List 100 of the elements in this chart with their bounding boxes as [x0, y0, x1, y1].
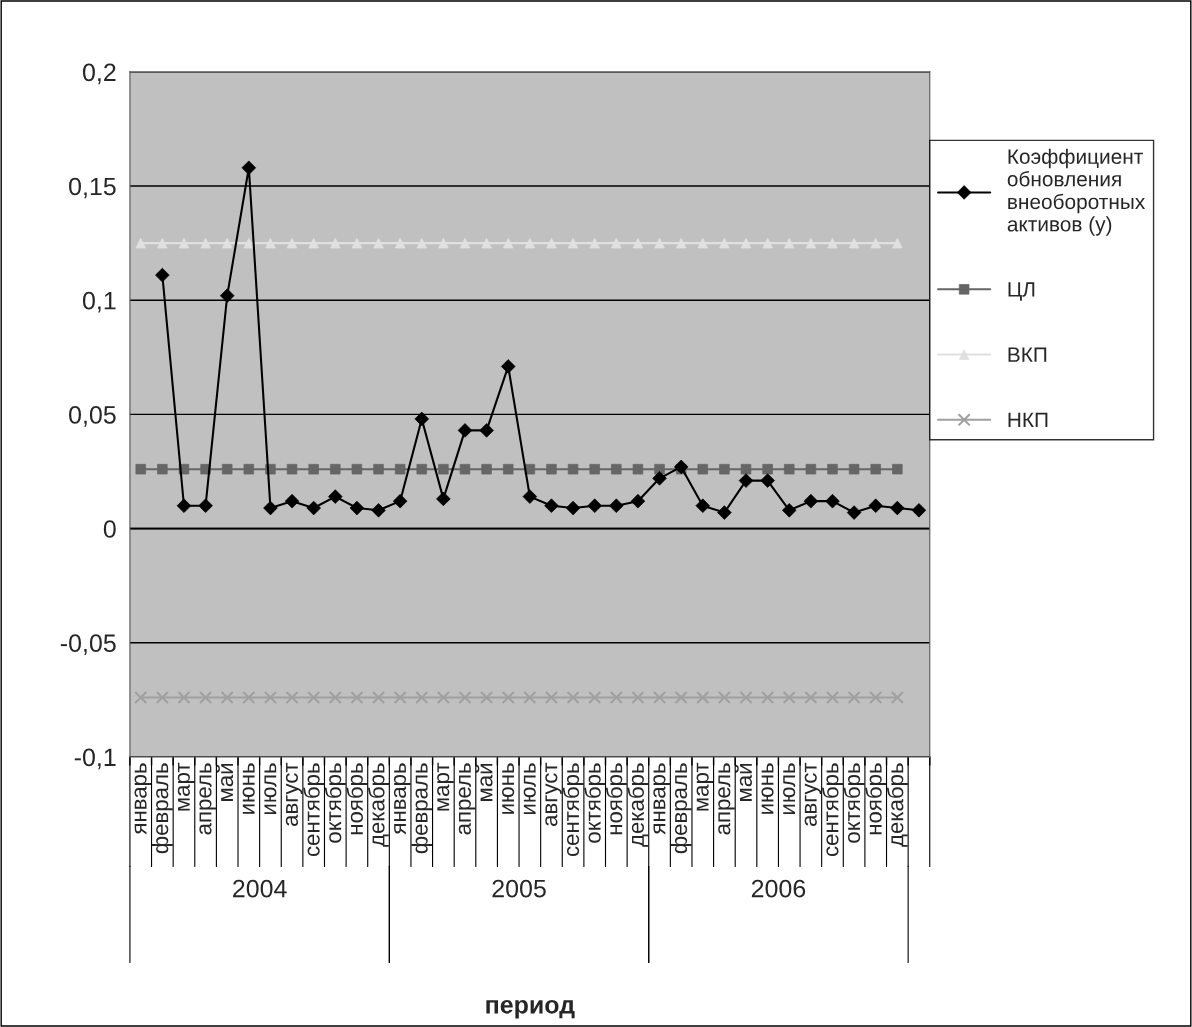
x-tick-label: июль	[523, 763, 536, 815]
legend-label: ВКП	[1008, 347, 1047, 362]
point	[480, 690, 494, 705]
x-tick-label: май	[735, 763, 752, 801]
point	[436, 491, 451, 507]
point	[674, 690, 688, 705]
y-tick-label: 0,1	[82, 291, 116, 313]
point	[523, 690, 537, 705]
x-tick-label: февраль	[411, 763, 433, 854]
point	[589, 463, 600, 475]
text: 2005	[492, 879, 546, 898]
x-tick-label: сентябрь	[562, 763, 584, 857]
point	[609, 690, 623, 705]
x-tick-label: июнь	[502, 763, 515, 814]
point	[308, 463, 319, 475]
point	[697, 463, 708, 475]
x-tick-label: июнь	[761, 763, 774, 814]
point	[371, 690, 386, 705]
y-tick-label: -0,1	[74, 748, 116, 770]
point	[220, 690, 234, 705]
point	[588, 690, 602, 705]
point	[415, 690, 429, 705]
legend-label: Коэффициент обновления внеоборотных активов (у)	[1007, 148, 1146, 236]
point	[263, 690, 278, 705]
x-tick-label: сентябрь	[822, 763, 843, 857]
x-tick-label: декабрь	[886, 763, 908, 847]
text: 2006	[751, 879, 806, 898]
point	[155, 690, 169, 705]
y-tick-label: 0,15	[69, 177, 116, 199]
point	[135, 463, 146, 475]
point	[198, 690, 213, 705]
point	[177, 690, 191, 705]
point	[198, 498, 213, 513]
x-tick-label: сентябрь	[303, 763, 325, 857]
point	[459, 463, 471, 475]
point	[825, 690, 840, 705]
point	[330, 463, 341, 475]
x-tick-label: март	[437, 762, 454, 811]
y-tick-label: 0,2	[82, 63, 116, 85]
x-tick-label: декабрь	[368, 763, 389, 847]
point	[306, 500, 321, 516]
point	[285, 690, 299, 705]
point	[242, 690, 256, 705]
point	[567, 463, 579, 475]
point	[870, 463, 881, 475]
point	[696, 690, 710, 705]
point	[134, 690, 148, 705]
point	[717, 690, 731, 705]
x-tick-label: октябрь	[843, 763, 865, 843]
x-tick-label: август	[285, 762, 303, 826]
x-tick-label: август	[804, 762, 822, 826]
x-tick-label: май	[475, 763, 493, 801]
y-tick-label: 0,05	[69, 406, 116, 427]
x-tick-label: ноябрь	[865, 763, 887, 835]
x-tick-label: июль	[783, 763, 796, 815]
point	[566, 690, 580, 705]
point	[631, 690, 645, 705]
x-tick-label: март	[696, 762, 714, 811]
x-tick-label: январь	[393, 763, 411, 835]
x-tick-label: март	[177, 762, 195, 811]
point	[436, 690, 450, 705]
point	[501, 690, 515, 705]
y-tick-label: -0,05	[60, 634, 116, 655]
x-tick-label: июнь	[242, 763, 255, 814]
x-tick-label: апрель	[718, 763, 735, 835]
legend-label: НКП	[1008, 412, 1048, 428]
point	[804, 690, 818, 705]
point	[544, 690, 559, 705]
x-tick-label: ноябрь	[605, 763, 627, 835]
point	[652, 471, 667, 486]
x-tick-label: декабрь	[627, 763, 649, 847]
point	[176, 498, 192, 513]
x-tick-label: ноябрь	[346, 763, 368, 835]
point	[307, 690, 321, 705]
point	[501, 359, 516, 374]
x-tick-label: апрель	[458, 763, 476, 835]
point	[503, 463, 514, 475]
text: 2004	[233, 879, 287, 898]
x-tick-label: январь	[653, 763, 670, 835]
y-tick-label: 0	[103, 520, 116, 538]
x-tick-label: июль	[264, 763, 277, 815]
point	[457, 423, 473, 438]
point	[393, 690, 407, 705]
x-tick-label: октябрь	[584, 763, 606, 843]
point	[652, 690, 667, 705]
point	[458, 690, 472, 705]
point	[847, 690, 861, 705]
point	[328, 690, 342, 705]
point	[890, 690, 904, 705]
point	[350, 690, 364, 705]
point	[611, 463, 622, 475]
point	[782, 690, 796, 705]
x-tick-label: май	[216, 763, 234, 801]
point	[739, 690, 753, 705]
x-tick-label: январь	[134, 763, 152, 835]
legend-label: ЦЛ	[1008, 282, 1035, 301]
x-tick-label: апрель	[199, 763, 216, 835]
text: период	[486, 999, 575, 1019]
x-tick-label: февраль	[152, 763, 173, 854]
x-tick-label: февраль	[670, 763, 692, 854]
